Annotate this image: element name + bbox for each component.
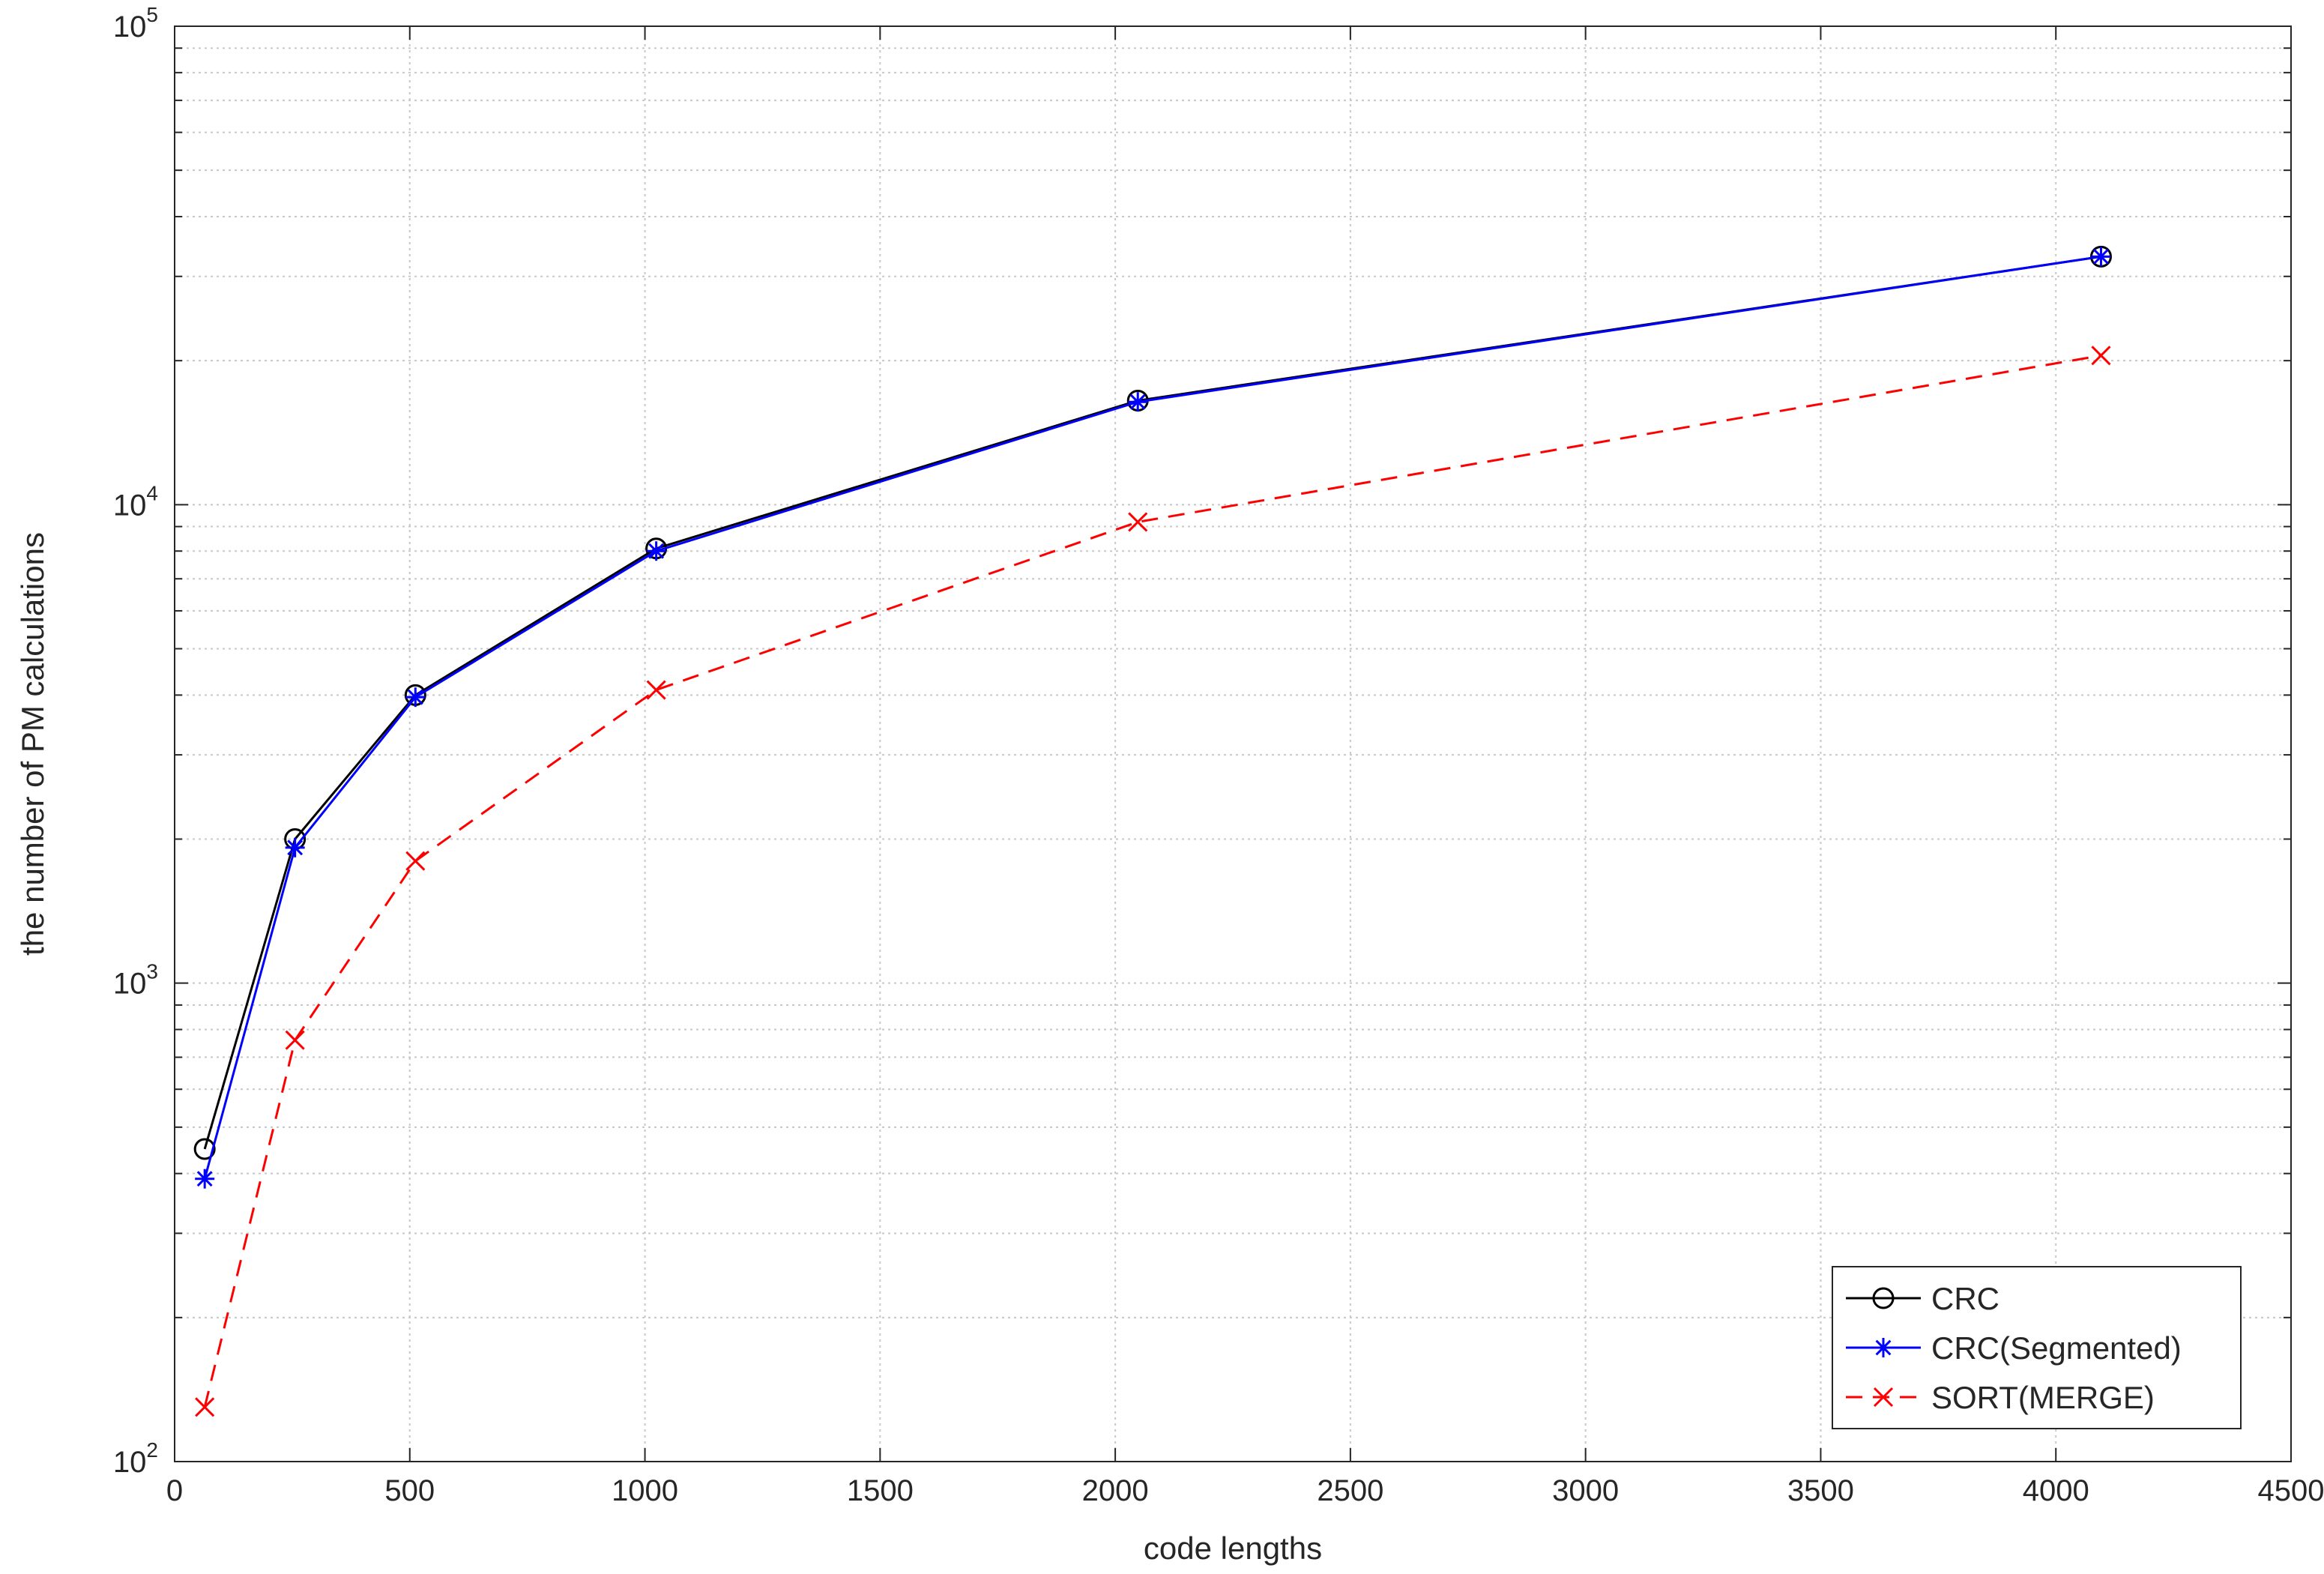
series-line bbox=[203, 354, 2101, 1408]
y-tick-label: 103 bbox=[113, 960, 158, 1001]
marker-stroke bbox=[2091, 346, 2111, 366]
x-tick-label: 1500 bbox=[847, 1474, 914, 1507]
data-point bbox=[193, 1138, 216, 1160]
data-point bbox=[2091, 247, 2111, 267]
data-point bbox=[1128, 512, 1148, 532]
y-tick-label: 105 bbox=[113, 3, 158, 43]
x-tick-label: 2000 bbox=[1082, 1474, 1149, 1507]
legend-label: CRC(Segmented) bbox=[1931, 1330, 2182, 1366]
marker-stroke bbox=[646, 680, 666, 700]
legend-marker bbox=[1873, 1387, 1894, 1408]
legend-label: CRC bbox=[1931, 1281, 1999, 1316]
data-point bbox=[2091, 346, 2111, 366]
x-tick-label: 3000 bbox=[1552, 1474, 1619, 1507]
legend-marker bbox=[1874, 1338, 1893, 1357]
data-point bbox=[285, 1030, 305, 1050]
marker-circle bbox=[193, 1138, 216, 1160]
marker-stroke bbox=[285, 1030, 305, 1050]
data-point bbox=[646, 541, 666, 561]
marker-stroke bbox=[1873, 1387, 1894, 1408]
data-point bbox=[1128, 392, 1148, 412]
x-tick-label: 4500 bbox=[2258, 1474, 2324, 1507]
axes-box bbox=[174, 25, 2292, 1462]
marker-stroke bbox=[287, 839, 304, 856]
ticks: 0 500 1000 1500 2000 2500 3000 3500 4000 4500 102 1… bbox=[113, 3, 2324, 1507]
series-2 bbox=[195, 346, 2111, 1417]
series-line bbox=[203, 255, 2101, 1180]
x-tick-label: 4000 bbox=[2023, 1474, 2089, 1507]
x-tick-label: 1000 bbox=[612, 1474, 678, 1507]
marker-stroke bbox=[648, 543, 665, 559]
x-axis-label: code lengths bbox=[1144, 1531, 1322, 1566]
x-tick-label: 2500 bbox=[1317, 1474, 1383, 1507]
y-tick-label: 102 bbox=[113, 1438, 158, 1479]
data-point bbox=[405, 687, 426, 708]
y-tick-label: 104 bbox=[113, 481, 158, 522]
legend-marker bbox=[1872, 1287, 1895, 1309]
data-point bbox=[195, 1397, 215, 1417]
marker-stroke bbox=[1129, 394, 1146, 410]
data-point bbox=[646, 680, 666, 700]
series bbox=[193, 245, 2112, 1417]
marker-stroke bbox=[405, 851, 426, 871]
legend-label: SORT(MERGE) bbox=[1931, 1380, 2155, 1415]
legend: CRC CRC(Segmented) SORT(MERGE) bbox=[1832, 1266, 2242, 1429]
marker-stroke bbox=[196, 1171, 213, 1187]
marker-stroke bbox=[2093, 248, 2109, 265]
x-tick-label: 3500 bbox=[1787, 1474, 1854, 1507]
series-1 bbox=[195, 247, 2111, 1189]
marker-circle bbox=[1872, 1287, 1895, 1309]
x-tick-label: 500 bbox=[384, 1474, 435, 1507]
y-axis-label: the number of PM calculations bbox=[15, 532, 50, 956]
data-point bbox=[405, 851, 426, 871]
data-point bbox=[195, 1169, 215, 1189]
marker-stroke bbox=[195, 1397, 215, 1417]
marker-stroke bbox=[1128, 512, 1148, 532]
x-tick-label: 0 bbox=[166, 1474, 183, 1507]
marker-stroke bbox=[407, 689, 423, 705]
marker-stroke bbox=[1875, 1339, 1892, 1356]
data-point bbox=[285, 837, 305, 857]
